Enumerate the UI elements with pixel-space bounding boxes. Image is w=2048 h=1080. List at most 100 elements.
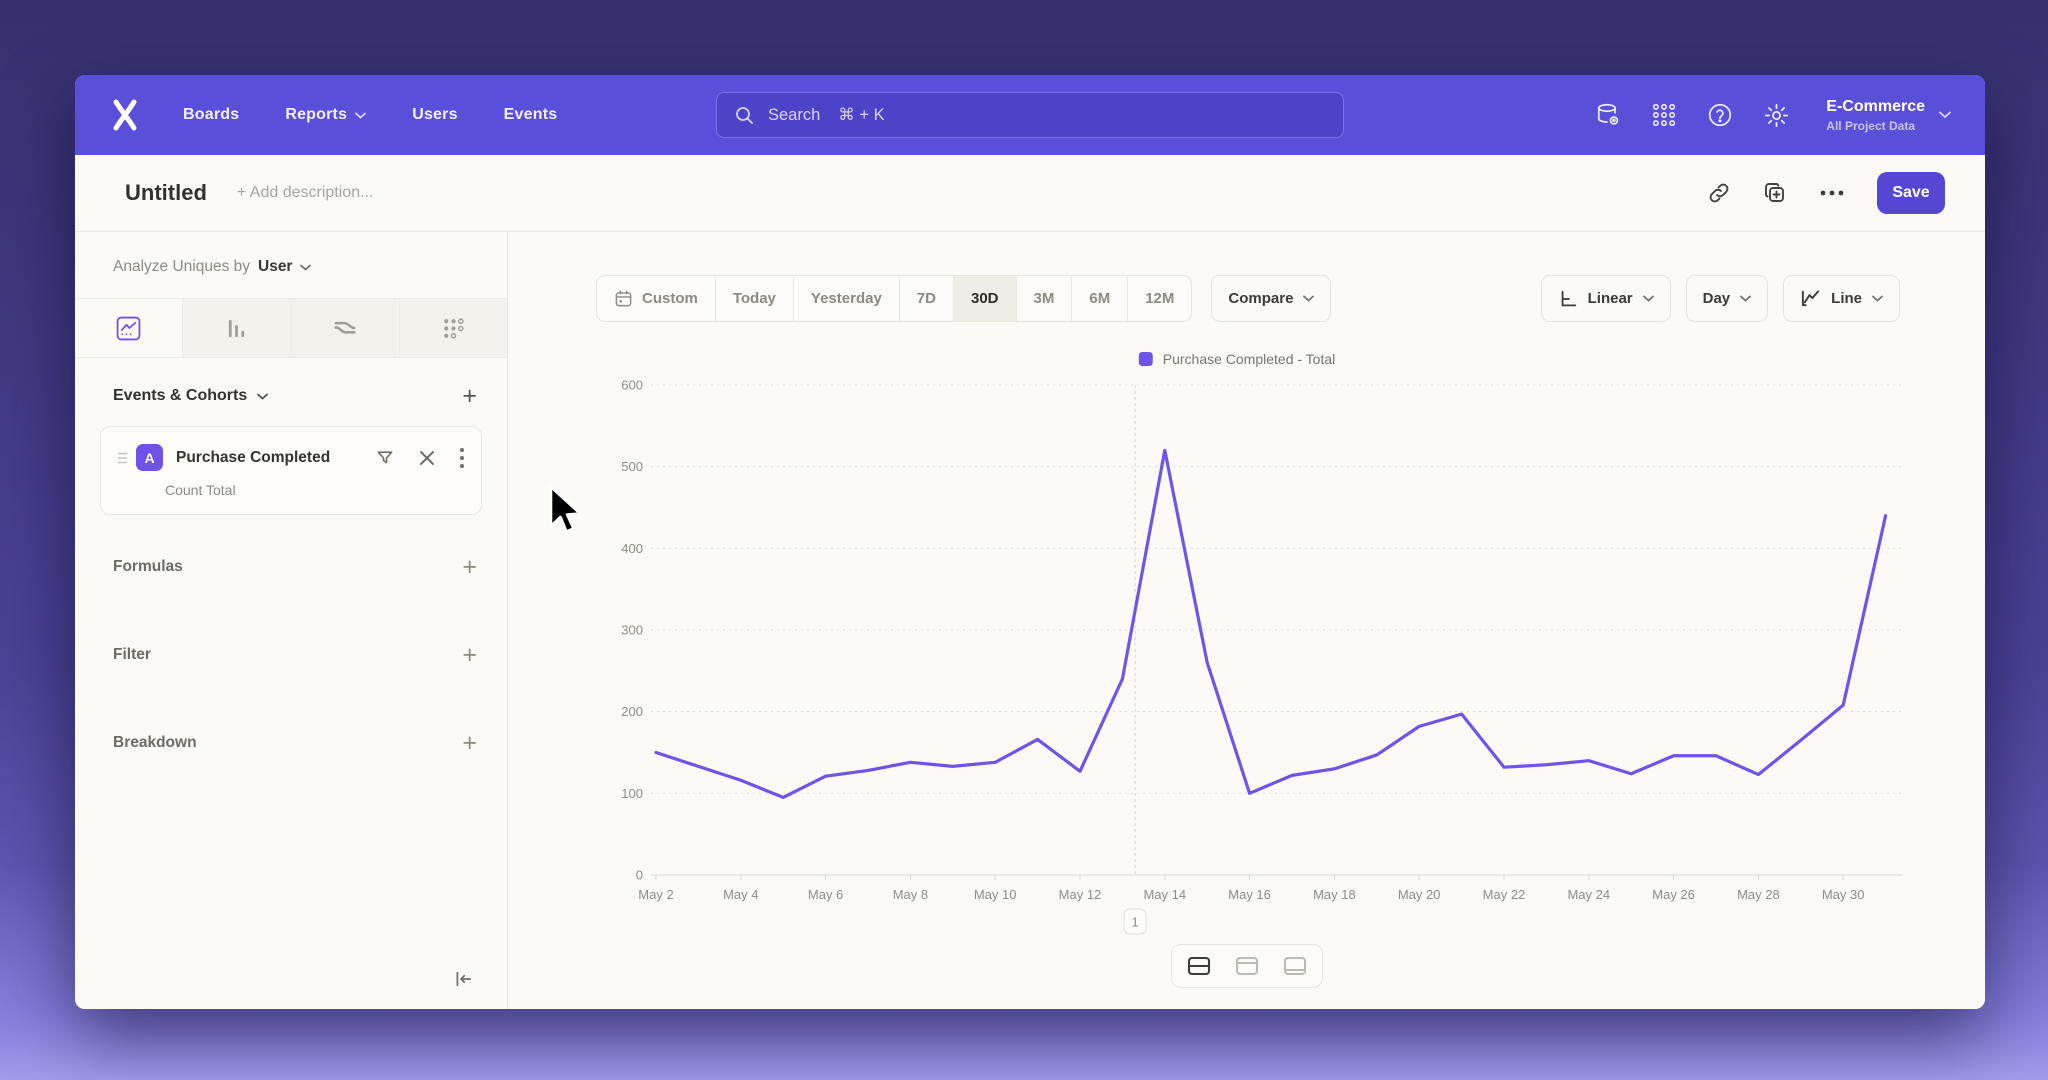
add-breakdown-button[interactable]: + xyxy=(462,729,477,757)
tab-insights-line[interactable] xyxy=(75,299,183,357)
line-chart[interactable]: 0 100 200 300 400 500 600 1 May 2 May 4 May 6 May 8… xyxy=(615,378,1910,943)
primary-nav: Boards Reports Users Events xyxy=(183,106,557,124)
tab-flow-chart[interactable] xyxy=(290,299,399,357)
compare-dropdown[interactable]: Compare xyxy=(1211,275,1332,322)
more-options-icon[interactable] xyxy=(1819,189,1845,197)
svg-text:500: 500 xyxy=(621,459,643,474)
search-shortcut: ⌘ + K xyxy=(838,106,885,124)
svg-text:0: 0 xyxy=(636,868,643,883)
layout-top-panel-button[interactable] xyxy=(1229,951,1265,981)
range-30d[interactable]: 30D xyxy=(952,276,1016,321)
mixpanel-logo-icon[interactable] xyxy=(109,96,141,134)
svg-text:May 22: May 22 xyxy=(1483,887,1526,902)
copy-link-icon[interactable] xyxy=(1707,181,1731,205)
chevron-down-icon xyxy=(1642,295,1654,302)
help-icon[interactable] xyxy=(1707,102,1733,128)
split-view-icon xyxy=(1187,956,1210,976)
chart-legend[interactable]: Purchase Completed - Total xyxy=(1138,351,1336,367)
svg-text:May 28: May 28 xyxy=(1737,887,1780,902)
nav-item-users[interactable]: Users xyxy=(412,106,458,123)
chevron-down-icon xyxy=(1939,111,1951,119)
range-6m[interactable]: 6M xyxy=(1071,276,1127,321)
tab-bar-chart[interactable] xyxy=(182,299,291,357)
line-chart-icon xyxy=(1800,288,1821,309)
search-placeholder: Search xyxy=(768,105,821,124)
chevron-down-icon xyxy=(1740,295,1752,302)
nav-utilities: E-Commerce All Project Data xyxy=(1595,98,1951,133)
analyze-uniques-row: Analyze Uniques by User xyxy=(75,232,507,276)
svg-text:May 2: May 2 xyxy=(638,887,673,902)
nav-item-reports[interactable]: Reports xyxy=(285,106,367,124)
formulas-label: Formulas xyxy=(113,558,183,575)
report-actions: Save xyxy=(1707,172,1945,214)
svg-text:May 20: May 20 xyxy=(1398,887,1441,902)
project-name: E-Commerce xyxy=(1826,97,1925,115)
search-input[interactable]: Search ⌘ + K xyxy=(716,92,1344,138)
bar-chart-icon xyxy=(229,319,245,337)
top-navigation: Boards Reports Users Events Search ⌘ + K xyxy=(75,75,1985,155)
drag-handle-icon[interactable] xyxy=(117,452,128,464)
range-today[interactable]: Today xyxy=(714,276,793,321)
add-filter-button[interactable]: + xyxy=(462,641,477,669)
range-custom[interactable]: Custom xyxy=(597,276,715,321)
line-chart-icon xyxy=(116,316,141,340)
report-title[interactable]: Untitled xyxy=(125,180,207,205)
layout-bottom-panel-button[interactable] xyxy=(1277,951,1313,981)
chart-panel: Custom Today Yesterday 7D 30D 3M 6M 12M … xyxy=(508,232,1985,1009)
collapse-sidebar-button[interactable] xyxy=(451,968,473,995)
calendar-icon xyxy=(614,289,633,308)
apps-grid-icon[interactable] xyxy=(1651,102,1677,128)
event-name[interactable]: Purchase Completed xyxy=(176,448,331,466)
duplicate-icon[interactable] xyxy=(1763,181,1787,205)
range-7d[interactable]: 7D xyxy=(898,276,953,321)
svg-text:May 6: May 6 xyxy=(808,887,843,902)
filter-funnel-icon[interactable] xyxy=(375,448,395,468)
visualization-tabs xyxy=(75,298,507,358)
add-event-button[interactable]: + xyxy=(462,382,477,410)
app-body: Analyze Uniques by User xyxy=(75,232,1985,1009)
range-3m[interactable]: 3M xyxy=(1015,276,1072,321)
data-management-icon[interactable] xyxy=(1595,102,1621,128)
breakdown-section: Breakdown + xyxy=(75,729,507,757)
nav-item-events[interactable]: Events xyxy=(503,106,558,123)
svg-text:300: 300 xyxy=(621,623,643,638)
events-cohorts-label: Events & Cohorts xyxy=(113,387,248,404)
scale-dropdown[interactable]: Linear xyxy=(1540,275,1671,322)
interval-dropdown[interactable]: Day xyxy=(1685,275,1769,322)
bottom-panel-icon xyxy=(1283,956,1306,976)
analyze-label: Analyze Uniques by xyxy=(113,258,250,275)
project-subtitle: All Project Data xyxy=(1826,118,1915,133)
event-more-icon[interactable] xyxy=(459,447,465,469)
remove-event-icon[interactable] xyxy=(418,449,436,467)
chart-type-dropdown[interactable]: Line xyxy=(1783,275,1900,322)
project-switcher[interactable]: E-Commerce All Project Data xyxy=(1826,98,1951,133)
svg-text:May 24: May 24 xyxy=(1567,887,1610,902)
svg-text:May 14: May 14 xyxy=(1143,887,1186,902)
chevron-down-icon[interactable] xyxy=(257,393,269,400)
event-badge: A xyxy=(136,444,163,471)
event-card[interactable]: A Purchase Completed Count T xyxy=(100,426,482,515)
dots-grid-icon xyxy=(444,317,464,339)
add-formula-button[interactable]: + xyxy=(462,553,477,581)
tab-retention-grid[interactable] xyxy=(398,299,507,357)
analyze-value-dropdown[interactable]: User xyxy=(258,258,293,275)
query-builder-sidebar: Analyze Uniques by User xyxy=(75,232,508,1009)
filter-section: Filter + xyxy=(75,641,507,669)
save-button[interactable]: Save xyxy=(1877,172,1945,214)
linear-scale-icon xyxy=(1558,289,1578,309)
flow-chart-icon xyxy=(334,321,356,334)
svg-text:May 4: May 4 xyxy=(723,887,758,902)
layout-split-button[interactable] xyxy=(1181,951,1217,981)
range-yesterday[interactable]: Yesterday xyxy=(792,276,899,321)
legend-label: Purchase Completed - Total xyxy=(1162,351,1336,367)
legend-swatch xyxy=(1138,352,1153,366)
chevron-down-icon xyxy=(355,112,367,119)
range-12m[interactable]: 12M xyxy=(1127,276,1191,321)
settings-gear-icon[interactable] xyxy=(1763,102,1790,129)
chevron-down-icon xyxy=(1872,295,1883,302)
nav-item-boards[interactable]: Boards xyxy=(183,106,240,123)
event-aggregation[interactable]: Count Total xyxy=(165,482,236,498)
top-panel-icon xyxy=(1235,956,1258,976)
add-description-button[interactable]: + Add description... xyxy=(236,184,374,201)
chevron-down-icon xyxy=(1303,295,1315,302)
